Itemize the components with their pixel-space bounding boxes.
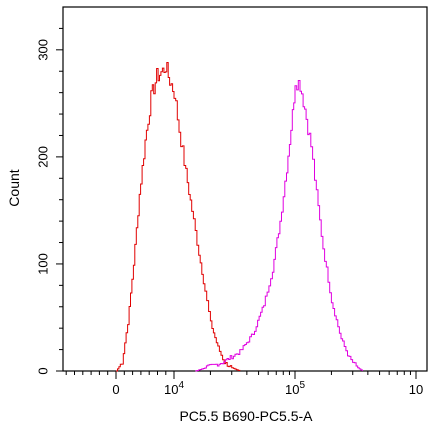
x-tick-base: 10 (409, 382, 423, 397)
plot-frame (62, 6, 428, 372)
series-layer (116, 62, 363, 372)
y-tick-label: 0 (35, 367, 50, 374)
x-tick-base: 10 (285, 382, 299, 397)
x-tick-label: 10 (409, 382, 423, 397)
y-tick-label: 300 (35, 39, 50, 61)
x-tick-exponent: 5 (299, 380, 305, 391)
x-tick-label: 105 (285, 380, 305, 397)
x-tick-label: 0 (112, 382, 119, 397)
y-tick-label: 100 (35, 253, 50, 275)
x-axis-ticks: 0 104 105 10 (65, 371, 423, 397)
histogram-series-1 (116, 62, 241, 372)
x-axis-label: PC5.5 B690-PC5.5-A (179, 408, 313, 424)
y-tick-label: 200 (35, 146, 50, 168)
x-tick-exponent: 4 (178, 380, 184, 391)
x-tick-label: 104 (164, 380, 184, 397)
y-axis-label: Count (6, 169, 22, 206)
x-tick-base: 0 (112, 382, 119, 397)
x-tick-base: 10 (164, 382, 178, 397)
histogram-series-2 (195, 80, 363, 372)
y-axis-ticks: 0 100 200 300 (35, 27, 63, 375)
